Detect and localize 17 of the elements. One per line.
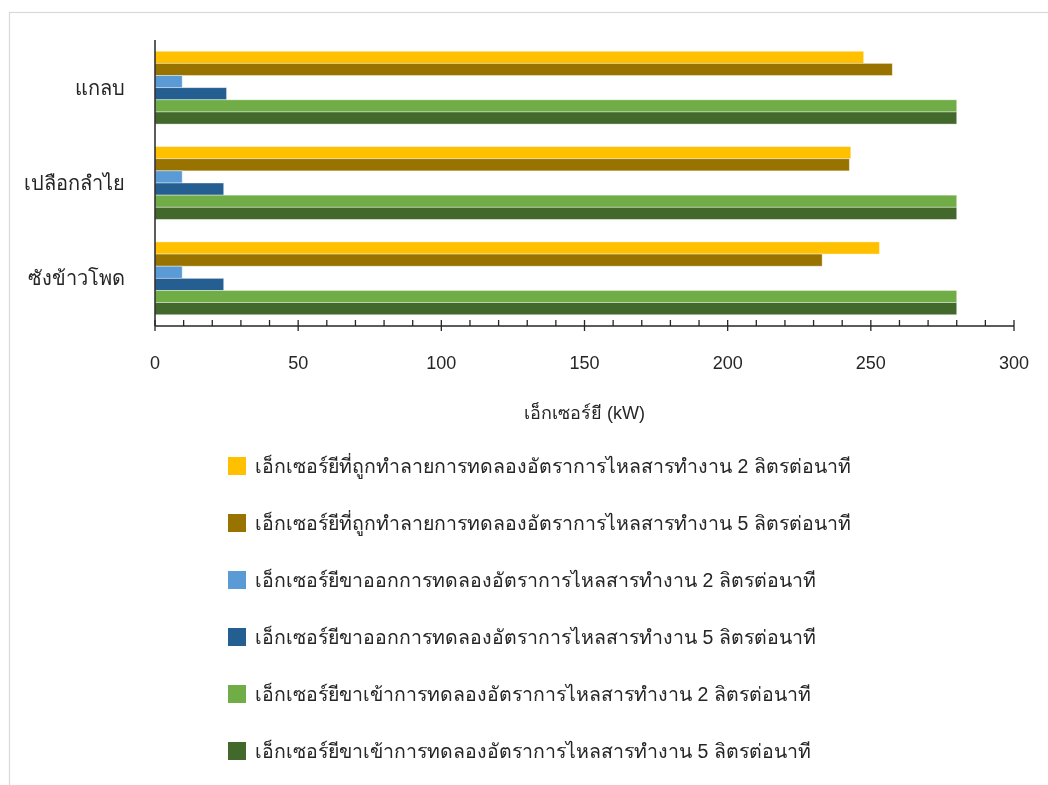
legend-label: เอ็กเซอร์ยีขาออกการทดลองอัตราการไหลสารทำงาน 5 ลิตรต่อนาที bbox=[255, 625, 816, 648]
x-tick-label: 0 bbox=[149, 353, 161, 373]
x-tick-label: 50 bbox=[288, 353, 309, 373]
legend-label: เอ็กเซอร์ยีขาเข้าการทดลองอัตราการไหลสารทำงาน 5 ลิตรต่อนาที bbox=[255, 739, 811, 762]
x-tick-label: 200 bbox=[712, 353, 743, 373]
y-tick-label: ซังข้าวโพด bbox=[28, 267, 125, 290]
x-tick-label: 300 bbox=[998, 353, 1030, 373]
x-tick-label: 250 bbox=[855, 353, 886, 373]
legend-label: เอ็กเซอร์ยีขาออกการทดลองอัตราการไหลสารทำงาน 2 ลิตรต่อนาที bbox=[255, 568, 816, 591]
x-tick-label: 150 bbox=[569, 353, 600, 373]
legend-label: เอ็กเซอร์ยีที่ถูกทำลายการทดลองอัตราการไหลสารทำงาน 5 ลิตรต่อนาที bbox=[255, 510, 851, 536]
x-axis-title: เอ็กเซอร์ยี (kW) bbox=[524, 401, 645, 423]
x-tick-label: 100 bbox=[426, 353, 457, 373]
legend-label: เอ็กเซอร์ยีขาเข้าการทดลองอัตราการไหลสารทำงาน 2 ลิตรต่อนาที bbox=[255, 682, 811, 705]
y-tick-label: แกลบ bbox=[75, 76, 125, 99]
legend-label: เอ็กเซอร์ยีที่ถูกทำลายการทดลองอัตราการไหลสารทำงาน 2 ลิตรต่อนาที bbox=[255, 453, 851, 479]
y-tick-label: เปลือกลำไย bbox=[24, 172, 125, 194]
